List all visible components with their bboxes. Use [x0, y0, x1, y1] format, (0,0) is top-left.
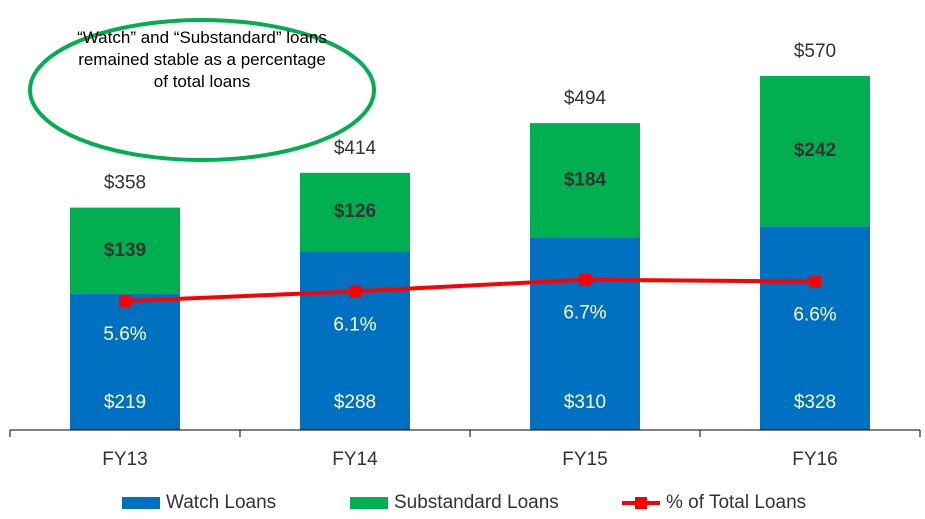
total-label: $494 — [564, 88, 607, 109]
value-label: $139 — [104, 240, 146, 261]
bar-segment — [760, 226, 870, 430]
x-tick-label: FY15 — [562, 449, 607, 470]
legend-label: Substandard Loans — [394, 492, 559, 513]
x-tick-label: FY16 — [792, 449, 837, 470]
value-label: $126 — [334, 201, 376, 222]
bar-segment — [300, 172, 410, 252]
x-tick-label: FY13 — [102, 449, 147, 470]
bar-segment — [530, 123, 640, 238]
value-label: $219 — [104, 392, 146, 413]
line-marker — [349, 285, 361, 298]
legend-swatch — [350, 497, 388, 509]
legend-marker — [635, 497, 647, 509]
bar-segment — [70, 293, 180, 430]
bar-segment — [300, 251, 410, 430]
bar-segment — [70, 207, 180, 294]
annotation-ellipse — [28, 18, 376, 162]
value-label: 6.7% — [563, 303, 606, 324]
bar-segment — [760, 75, 870, 227]
value-label: $288 — [334, 392, 376, 413]
legend-label: Watch Loans — [166, 492, 276, 513]
total-label: $358 — [104, 173, 146, 194]
bar-segment — [530, 237, 640, 430]
value-label: 6.6% — [793, 305, 836, 326]
annotation: “Watch” and “Substandard” loans remained… — [77, 28, 327, 91]
legend-swatch — [122, 497, 160, 509]
value-label: 6.1% — [333, 314, 376, 335]
line-marker — [119, 295, 131, 308]
value-label: 5.6% — [103, 324, 146, 345]
value-label: $242 — [794, 140, 836, 161]
value-label: $328 — [794, 392, 836, 413]
value-label: $184 — [564, 169, 607, 190]
total-label: $570 — [794, 41, 836, 62]
line-marker — [579, 273, 591, 286]
value-label: $310 — [564, 392, 606, 413]
total-label: $414 — [334, 138, 377, 159]
line-marker — [809, 275, 821, 288]
line — [124, 277, 816, 304]
x-tick-label: FY14 — [332, 449, 378, 470]
legend-label: % of Total Loans — [666, 492, 806, 513]
